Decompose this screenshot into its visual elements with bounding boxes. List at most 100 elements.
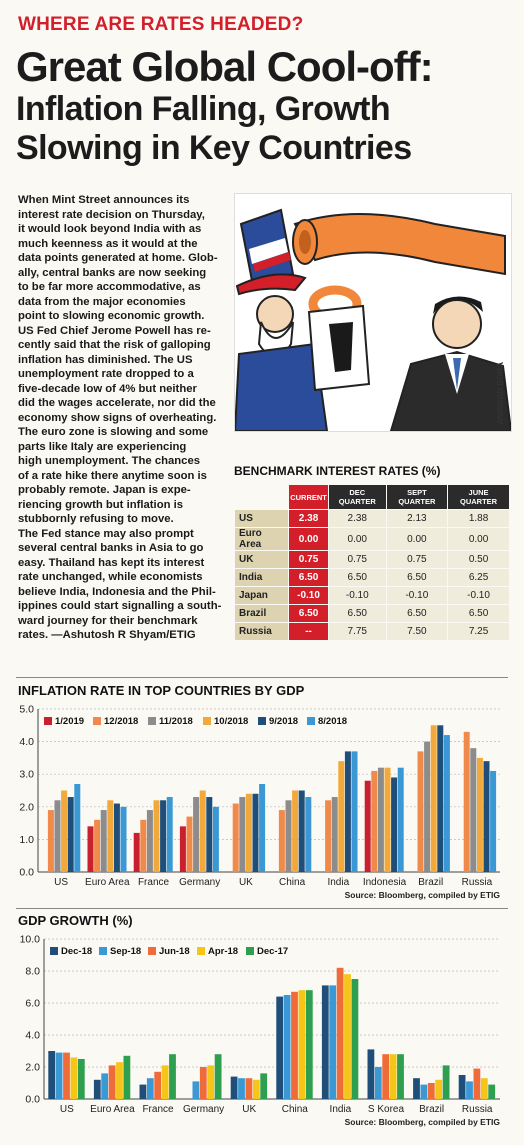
- bar-11-2018-india: [332, 797, 338, 872]
- legend-label: 11/2018: [159, 716, 193, 727]
- table-value-cell: 6.50: [328, 605, 386, 623]
- bar-8-2018-china: [305, 797, 311, 872]
- table-value-cell: 7.75: [328, 623, 386, 641]
- bar-dec-18-s-korea: [368, 1049, 375, 1099]
- bar-12-2018-us: [48, 810, 54, 872]
- bar-8-2018-india: [352, 751, 358, 872]
- table-value-cell: -0.10: [448, 587, 510, 605]
- bar-11-2018-us: [55, 800, 61, 872]
- bar-jun-18-us: [63, 1053, 70, 1099]
- divider: [16, 908, 508, 909]
- legend-swatch: [93, 717, 101, 725]
- bar-11-2018-germany: [193, 797, 199, 872]
- article-line: ippines could start signalling a south-: [18, 599, 226, 614]
- table-row: India 6.50 6.50 6.50 6.25: [235, 569, 510, 587]
- bar-11-2018-euro-area: [101, 810, 107, 872]
- table-value-cell: 0.75: [386, 551, 447, 569]
- article-line: The Fed stance may also prompt: [18, 527, 226, 542]
- table-value-cell: 6.50: [386, 605, 447, 623]
- bar-11-2018-uk: [239, 797, 245, 872]
- table-country-cell: India: [235, 569, 289, 587]
- table-value-cell: 2.13: [386, 510, 447, 528]
- cartoon-illustration: ANIRBAN BORA: [234, 193, 512, 432]
- article-line: US Fed Chief Jerome Powell has re-: [18, 324, 226, 339]
- bar-dec-17-india: [352, 979, 359, 1099]
- x-tick-label: US: [60, 1104, 74, 1115]
- bar-9-2018-euro-area: [114, 804, 120, 872]
- x-tick-label: UK: [239, 877, 253, 888]
- bar-dec-17-russia: [488, 1085, 495, 1099]
- bar-apr-18-euro-area: [116, 1062, 123, 1099]
- legend-swatch: [246, 947, 254, 955]
- article-line: easy. Thailand has kept its interest: [18, 556, 226, 571]
- bar-10-2018-germany: [200, 791, 206, 873]
- table-value-cell: 0.00: [448, 528, 510, 551]
- bar-10-2018-brazil: [431, 725, 437, 872]
- article-line: When Mint Street announces its: [18, 193, 226, 208]
- article-line: interest rate decision on Thursday,: [18, 208, 226, 223]
- bar-12-2018-euro-area: [94, 820, 100, 872]
- bar-8-2018-uk: [259, 784, 265, 872]
- table-value-cell: 1.88: [448, 510, 510, 528]
- table-value-cell: 6.50: [289, 569, 329, 587]
- bar-9-2018-russia: [484, 761, 490, 872]
- legend-swatch: [148, 717, 156, 725]
- y-tick-label: 3.0: [19, 769, 34, 781]
- headline-line-1: Great Global Cool-off:: [16, 44, 516, 90]
- y-tick-label: 4.0: [25, 1030, 40, 1042]
- bar-12-2018-brazil: [418, 751, 424, 872]
- bar-apr-18-russia: [481, 1078, 488, 1099]
- table-value-cell: 6.25: [448, 569, 510, 587]
- article-line: stubbornly refusing to move.: [18, 512, 226, 527]
- table-value-cell: 0.00: [289, 528, 329, 551]
- y-tick-label: 2.0: [19, 801, 34, 813]
- y-tick-label: 2.0: [25, 1062, 40, 1074]
- table-row: Japan -0.10 -0.10 -0.10 -0.10: [235, 587, 510, 605]
- bar-dec-17-china: [306, 990, 313, 1099]
- table-value-cell: -0.10: [328, 587, 386, 605]
- table-value-cell: 6.50: [289, 605, 329, 623]
- table-country-cell: Japan: [235, 587, 289, 605]
- bar-dec-17-euro-area: [124, 1056, 131, 1099]
- bar-sep-18-china: [284, 995, 291, 1099]
- inflation-chart: 0.0 1.0 2.0 3.0 4.0 5.0 1/2019 12/2018 11/2018 10…: [0, 700, 524, 906]
- x-tick-label: Brazil: [419, 1104, 444, 1115]
- article-line: it would look beyond India with as: [18, 222, 226, 237]
- table-value-cell: 6.50: [328, 569, 386, 587]
- article-line: data points generated at home. Glob-: [18, 251, 226, 266]
- table-row: Russia -- 7.75 7.50 7.25: [235, 623, 510, 641]
- bar-dec-17-us: [78, 1059, 85, 1099]
- table-value-cell: 6.50: [386, 569, 447, 587]
- legend-label: 8/2018: [318, 716, 347, 727]
- bar-11-2018-russia: [470, 748, 476, 872]
- y-tick-label: 0.0: [19, 867, 34, 879]
- x-tick-label: Brazil: [418, 877, 443, 888]
- x-tick-label: Euro Area: [85, 877, 130, 888]
- bar-dec-18-brazil: [413, 1078, 420, 1099]
- legend-label: Jun-18: [159, 946, 190, 957]
- legend-swatch: [44, 717, 52, 725]
- bar-sep-18-uk: [238, 1078, 245, 1099]
- table-row: Euro Area 0.00 0.00 0.00 0.00: [235, 528, 510, 551]
- table-value-cell: 0.00: [386, 528, 447, 551]
- table-value-cell: --: [289, 623, 329, 641]
- bar-11-2018-brazil: [424, 742, 430, 872]
- x-tick-label: India: [330, 1104, 352, 1115]
- bar-8-2018-france: [167, 797, 173, 872]
- article-line: to be far more accommodative, as: [18, 280, 226, 295]
- y-tick-label: 1.0: [19, 834, 34, 846]
- article-line: rate unchanged, while economists: [18, 570, 226, 585]
- y-tick-label: 5.0: [19, 704, 34, 716]
- bar-8-2018-euro-area: [121, 807, 127, 872]
- bar-9-2018-china: [299, 791, 305, 873]
- x-tick-label: UK: [242, 1104, 256, 1115]
- gdp-chart: 0.0 2.0 4.0 6.0 8.0 10.0 Dec-18 Sep-18 Jun-18 Apr…: [0, 930, 524, 1135]
- bar-jun-18-india: [337, 968, 344, 1099]
- x-tick-label: India: [327, 877, 349, 888]
- x-tick-label: China: [279, 877, 306, 888]
- y-tick-label: 0.0: [25, 1094, 40, 1106]
- legend-label: 9/2018: [269, 716, 298, 727]
- bar-apr-18-brazil: [435, 1080, 442, 1099]
- x-tick-label: Germany: [179, 877, 220, 888]
- table-country-cell: Brazil: [235, 605, 289, 623]
